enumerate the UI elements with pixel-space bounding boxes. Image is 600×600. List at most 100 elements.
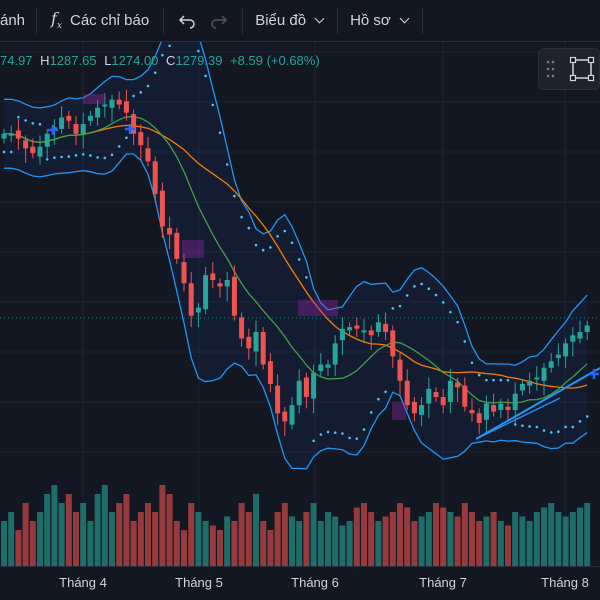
drawing-toolbar[interactable]	[538, 48, 600, 90]
sar-dot	[449, 310, 452, 314]
candle-body	[498, 403, 504, 410]
sar-dot	[564, 425, 567, 429]
candle-body	[383, 323, 389, 332]
candle-body	[375, 322, 381, 332]
candle-body	[570, 335, 576, 342]
drag-handle-icon[interactable]	[546, 60, 556, 78]
low-label: L	[104, 53, 112, 68]
candle-body	[138, 132, 144, 146]
profile-dropdown[interactable]: Hồ sơ	[338, 0, 422, 42]
candle-body	[339, 328, 345, 341]
undo-button[interactable]	[164, 0, 196, 42]
volume-bar	[145, 503, 151, 566]
chart-type-dropdown[interactable]: Biểu đồ	[243, 0, 337, 42]
redo-button[interactable]	[196, 0, 242, 42]
candle-body	[87, 115, 93, 121]
volume-bar	[397, 503, 403, 566]
chart-type-label: Biểu đồ	[255, 12, 307, 29]
sar-dot	[233, 194, 236, 198]
candle-body	[311, 372, 317, 399]
candle-body	[231, 276, 237, 316]
high-label: H	[40, 53, 50, 68]
sar-dot	[103, 156, 107, 160]
volume-bar	[101, 485, 108, 566]
candle-body	[455, 382, 461, 388]
ohlc-legend: 74.97 H1287.65 L1274.00 C1279.39 +8.59 (…	[0, 53, 320, 71]
volume-bar	[382, 516, 389, 566]
candle-body	[109, 99, 115, 108]
candle-body	[584, 325, 590, 332]
toolbar-item-partial[interactable]: ánh	[0, 0, 36, 42]
volume-bar	[296, 521, 303, 566]
sar-dot	[9, 150, 13, 154]
signal-marker	[589, 369, 599, 379]
sar-dot	[125, 136, 128, 140]
candle-body	[123, 101, 129, 113]
volume-bar	[253, 494, 259, 566]
redo-icon	[211, 14, 228, 29]
volume-bar	[555, 512, 562, 566]
pattern-highlight	[392, 402, 406, 420]
sar-dot	[297, 258, 301, 261]
sar-dot	[549, 431, 553, 434]
volume-bar	[375, 521, 382, 566]
candle-body	[440, 397, 446, 406]
low-value: 1274.00	[111, 53, 159, 68]
volume-bar	[231, 521, 238, 566]
sar-dot	[557, 430, 560, 434]
candle-body	[491, 405, 497, 412]
candle-body	[347, 327, 353, 331]
candle-body	[282, 411, 288, 422]
sar-dot	[38, 122, 42, 126]
volume-bar	[569, 512, 576, 566]
volume-bar	[303, 512, 310, 566]
candle-body	[267, 361, 273, 384]
sar-dot	[161, 53, 164, 57]
volume-bar	[289, 516, 295, 566]
candle-body	[195, 307, 201, 313]
select-shape-icon[interactable]	[569, 56, 595, 82]
candle-body	[66, 115, 72, 121]
candle-body	[8, 133, 14, 136]
volume-bar	[37, 512, 43, 566]
indicators-button[interactable]: fx Các chỉ báo	[37, 0, 163, 42]
change-value: +8.59 (+0.68%)	[230, 53, 320, 68]
volume-bar	[281, 503, 288, 566]
sar-dot	[528, 425, 531, 428]
candle-body	[15, 130, 21, 139]
toolbar-separator	[163, 7, 165, 34]
sar-dot	[2, 150, 6, 154]
time-axis-label: Tháng 5	[175, 575, 223, 590]
price-chart[interactable]	[0, 42, 600, 566]
sar-dot	[117, 145, 121, 148]
candle-body	[253, 332, 259, 352]
sar-dot	[521, 424, 524, 428]
candle-body	[368, 330, 374, 336]
sar-dot	[348, 436, 351, 440]
time-axis: Tháng 4 Tháng 5 Tháng 6 Tháng 7 Tháng 8	[0, 566, 600, 600]
sar-dot	[53, 156, 56, 159]
volume-bar	[505, 525, 511, 566]
trend-line	[475, 367, 600, 440]
candle-body	[174, 232, 180, 259]
volume-bar	[548, 503, 555, 566]
trend-line	[475, 397, 561, 440]
sar-dot	[110, 153, 114, 157]
sar-dot	[492, 378, 495, 382]
candle-body	[325, 364, 331, 368]
sar-dot	[405, 294, 409, 297]
volume-bar	[483, 516, 490, 566]
sar-dot	[585, 415, 589, 418]
volume-bar	[159, 485, 166, 566]
volume-bar	[44, 494, 51, 566]
volume-bar	[73, 512, 79, 566]
sar-dot	[369, 411, 373, 414]
sar-dot	[441, 301, 445, 304]
candle-body	[37, 146, 43, 157]
candle-body	[1, 133, 7, 139]
volume-bar	[217, 530, 223, 566]
candle-body	[447, 380, 453, 402]
candle-body	[145, 148, 151, 162]
volume-bar	[512, 512, 519, 566]
volume-bar	[130, 521, 137, 566]
